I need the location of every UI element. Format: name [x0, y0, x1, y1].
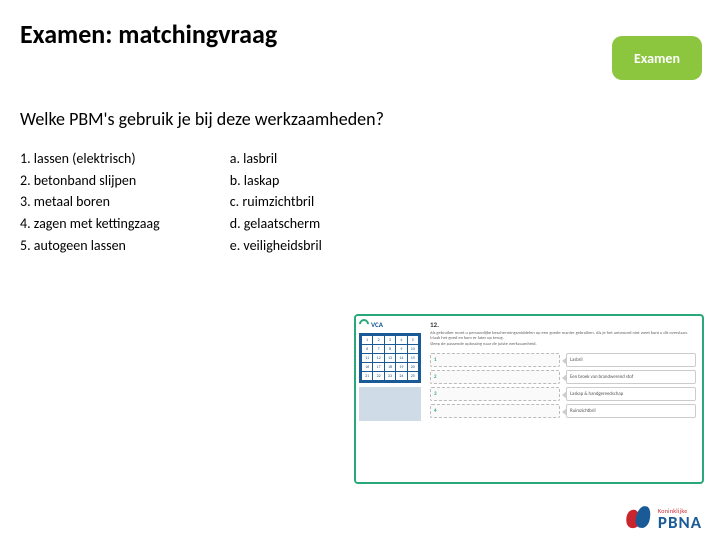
list-item: 1. lassen (elektrisch) — [20, 148, 160, 170]
list-item: d. gelaatscherm — [230, 213, 322, 235]
vca-logo: VCA — [359, 319, 421, 329]
embed-question-text: Als gebruiker moet u persoonlijke besche… — [430, 331, 696, 347]
nav-cell: 9 — [396, 345, 406, 353]
embed-match-row: 2 Een broek van brandwerend stof — [430, 370, 696, 384]
embed-qtext-line: Als gebruiker moet u persoonlijke besche… — [430, 331, 696, 342]
nav-cell: 15 — [408, 354, 418, 362]
vca-logo-text: VCA — [371, 320, 383, 329]
question-text: Welke PBM's gebruik je bij deze werkzaam… — [20, 108, 700, 130]
nav-cell: 18 — [385, 363, 395, 371]
question-nav-grid: 1234567891011121314151617181920212223242… — [359, 333, 421, 383]
nav-cell: 22 — [373, 372, 383, 380]
nav-cell: 14 — [396, 354, 406, 362]
matching-columns: 1. lassen (elektrisch) 2. betonband slij… — [20, 148, 700, 256]
nav-cell: 7 — [373, 345, 383, 353]
list-item: b. laskap — [230, 170, 322, 192]
embed-rows: 1 Lasbril 2 Een broek van brandwerend stof 3… — [430, 353, 696, 418]
nav-cell: 13 — [385, 354, 395, 362]
list-item: c. ruimzichtbril — [230, 191, 322, 213]
list-item: 3. metaal boren — [20, 191, 160, 213]
pbna-logo: Koninklijke PBNA — [626, 506, 702, 532]
right-column: a. lasbril b. laskap c. ruimzichtbril d.… — [230, 148, 322, 256]
embed-question-number: 12. — [430, 320, 696, 329]
drop-target: 3 — [430, 387, 560, 401]
list-item: e. veiligheidsbril — [230, 235, 322, 257]
drop-target: 4 — [430, 404, 560, 418]
sidebar-panel — [359, 387, 421, 421]
list-item: a. lasbril — [230, 148, 322, 170]
nav-cell: 20 — [408, 363, 418, 371]
nav-cell: 12 — [373, 354, 383, 362]
nav-cell: 3 — [385, 336, 395, 344]
drag-option: Een broek van brandwerend stof — [566, 370, 696, 384]
list-item: 5. autogeen lassen — [20, 235, 160, 257]
vca-swoosh-icon — [357, 317, 371, 331]
nav-cell: 5 — [408, 336, 418, 344]
nav-cell: 19 — [396, 363, 406, 371]
embed-match-row: 3 Laskap & handgereedschap — [430, 387, 696, 401]
nav-cell: 1 — [362, 336, 372, 344]
left-column: 1. lassen (elektrisch) 2. betonband slij… — [20, 148, 160, 256]
nav-cell: 8 — [385, 345, 395, 353]
embed-qtext-line: Sleep de passende oplossing naar de juis… — [430, 342, 696, 347]
embed-match-row: 4 Ruimzichtbril — [430, 404, 696, 418]
embed-main: 12. Als gebruiker moet u persoonlijke be… — [424, 316, 702, 482]
nav-cell: 10 — [408, 345, 418, 353]
nav-cell: 4 — [396, 336, 406, 344]
vca-screenshot: VCA 123456789101112131415161718192021222… — [354, 314, 704, 484]
embed-match-row: 1 Lasbril — [430, 353, 696, 367]
drag-option: Ruimzichtbril — [566, 404, 696, 418]
nav-cell: 16 — [362, 363, 372, 371]
nav-cell: 21 — [362, 372, 372, 380]
embed-sidebar: VCA 123456789101112131415161718192021222… — [356, 316, 424, 482]
nav-cell: 23 — [385, 372, 395, 380]
pbna-big-text: PBNA — [658, 514, 702, 531]
nav-cell: 6 — [362, 345, 372, 353]
drag-option: Laskap & handgereedschap — [566, 387, 696, 401]
nav-cell: 2 — [373, 336, 383, 344]
nav-cell: 17 — [373, 363, 383, 371]
slide: Examen: matchingvraag Examen Welke PBM's… — [0, 0, 720, 540]
list-item: 4. zagen met kettingzaag — [20, 213, 160, 235]
slide-title: Examen: matchingvraag — [20, 18, 700, 50]
drop-target: 1 — [430, 353, 560, 367]
list-item: 2. betonband slijpen — [20, 170, 160, 192]
drag-option: Lasbril — [566, 353, 696, 367]
nav-cell: 11 — [362, 354, 372, 362]
nav-cell: 25 — [408, 372, 418, 380]
drop-target: 2 — [430, 370, 560, 384]
nav-cell: 24 — [396, 372, 406, 380]
pbna-flame-icon — [626, 506, 652, 532]
exam-badge: Examen — [612, 36, 702, 80]
